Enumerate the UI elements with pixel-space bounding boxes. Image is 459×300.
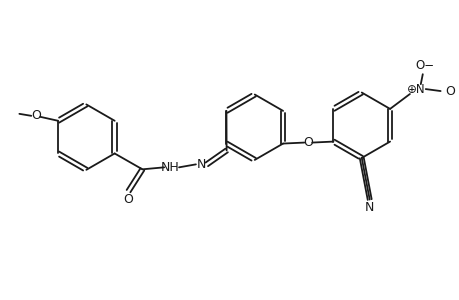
Text: O−: O− <box>414 59 433 72</box>
Text: O: O <box>445 85 454 98</box>
Text: O: O <box>31 109 41 122</box>
Text: NH: NH <box>160 161 179 174</box>
Text: O: O <box>302 136 313 149</box>
Text: O: O <box>123 193 133 206</box>
Text: ⊕N: ⊕N <box>406 82 424 96</box>
Text: N: N <box>197 158 206 171</box>
Text: N: N <box>364 201 374 214</box>
